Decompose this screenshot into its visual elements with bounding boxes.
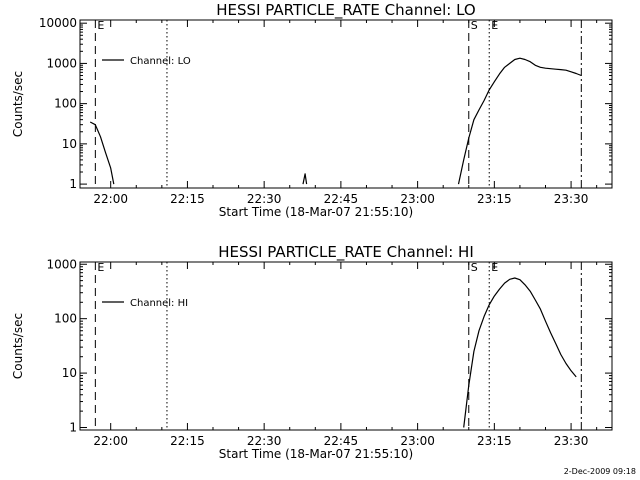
legend-label: Channel: LO (130, 56, 191, 67)
marker-label: E (491, 19, 498, 32)
x-tick-label: 22:15 (170, 192, 205, 206)
series-line (89, 121, 115, 185)
x-tick-label: 22:45 (324, 192, 359, 206)
chart-panel-hi: HESSI PARTICLE_RATE Channel: HI 22:00 22:1… (11, 243, 613, 461)
x-tick-label: 22:45 (324, 434, 359, 448)
x-tick-label: 22:15 (170, 434, 205, 448)
marker-label: S (471, 19, 478, 32)
x-tick-label: 23:15 (477, 192, 512, 206)
y-tick-label: 10 (62, 366, 77, 380)
y-tick-label: 100 (54, 97, 77, 111)
y-tick-label: 10 (62, 137, 77, 151)
y-tick-label: 1000 (46, 257, 77, 271)
y-tick-label: 100 (54, 312, 77, 326)
x-tick-label: 22:30 (247, 192, 282, 206)
x-tick-label: 23:00 (400, 192, 435, 206)
x-tick-label: 23:15 (477, 434, 512, 448)
x-tick-label: 22:00 (93, 434, 128, 448)
plot-frame (79, 261, 613, 431)
marker-label: E (97, 19, 104, 32)
chart-panel-lo: HESSI PARTICLE_RATE Channel: LO 22:00 22:1… (11, 1, 613, 219)
marker-label: E (491, 261, 498, 274)
footer-timestamp: 2-Dec-2009 09:18 (564, 467, 636, 476)
chart-title: HESSI PARTICLE_RATE Channel: HI (218, 243, 474, 262)
series-line (457, 57, 582, 185)
x-tick-label: 23:30 (554, 192, 589, 206)
y-tick-label: 1 (69, 177, 77, 191)
y-axis-label: Counts/sec (11, 313, 25, 379)
y-axis-label: Counts/sec (11, 71, 25, 137)
x-tick-label: 22:00 (93, 192, 128, 206)
legend-label: Channel: HI (130, 298, 188, 309)
series-line (463, 277, 577, 428)
chart-title: HESSI PARTICLE_RATE Channel: LO (216, 1, 475, 20)
plot-frame (79, 19, 613, 189)
y-tick-label: 1 (69, 421, 77, 435)
marker-label: S (471, 261, 478, 274)
series-line (302, 173, 308, 185)
y-tick-label: 1000 (46, 56, 77, 70)
x-axis-label: Start Time (18-Mar-07 21:55:10) (219, 447, 413, 461)
x-tick-label: 22:30 (247, 434, 282, 448)
x-axis-label: Start Time (18-Mar-07 21:55:10) (219, 205, 413, 219)
marker-label: E (97, 261, 104, 274)
x-tick-label: 23:00 (400, 434, 435, 448)
x-tick-label: 23:30 (554, 434, 589, 448)
y-tick-label: 10000 (39, 16, 77, 30)
